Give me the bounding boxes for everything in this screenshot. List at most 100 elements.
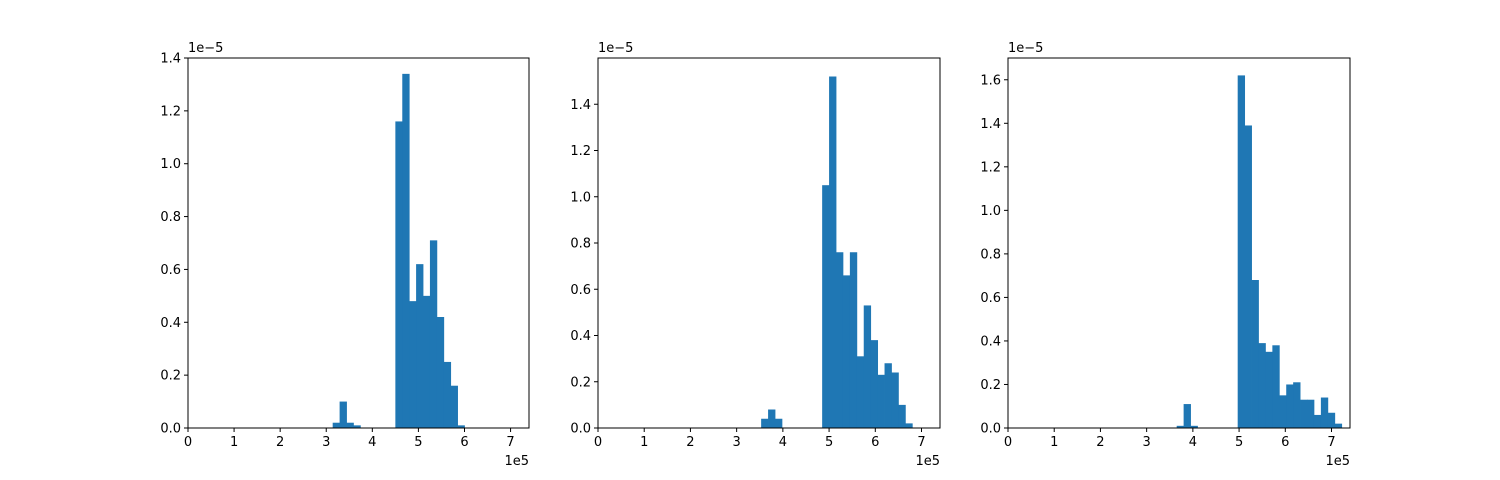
histogram-bar	[1334, 423, 1343, 428]
histogram-bar	[905, 423, 913, 429]
x-tick-label: 3	[1143, 435, 1151, 450]
histogram-bar	[457, 425, 465, 428]
histogram-bar	[1251, 280, 1259, 428]
y-scale-label: 1e−5	[188, 41, 223, 56]
x-tick-label: 5	[1235, 435, 1243, 450]
histogram-bar	[863, 305, 872, 428]
axes-frame	[187, 57, 530, 429]
histogram-bar	[1293, 382, 1301, 428]
x-tick-label: 2	[686, 435, 694, 450]
y-tick-label: 0.6	[980, 291, 1001, 306]
y-tick-label: 1.2	[980, 160, 1001, 175]
histogram-bar	[836, 252, 844, 428]
histogram-bar	[842, 275, 851, 429]
y-tick-label: 1.2	[160, 104, 181, 119]
histogram-bar	[1176, 425, 1185, 428]
histogram-bar	[1183, 404, 1191, 428]
y-tick-label: 0.6	[160, 263, 181, 278]
histogram-bar	[829, 76, 837, 428]
y-tick-label: 0.0	[570, 422, 591, 437]
axes-frame	[1007, 57, 1351, 429]
histogram-bar	[891, 372, 899, 428]
x-tick-label: 5	[825, 435, 833, 450]
histogram-bar	[1190, 425, 1198, 428]
histogram-bar	[1258, 343, 1266, 428]
histogram-bar	[436, 317, 445, 428]
x-tick-label: 6	[1281, 435, 1289, 450]
x-tick-label: 2	[276, 435, 284, 450]
y-tick-label: 1.0	[980, 204, 1001, 219]
y-tick-label: 0.2	[160, 369, 181, 384]
x-tick-label: 3	[322, 435, 330, 450]
histogram-bar	[395, 121, 403, 429]
x-tick-label: 0	[184, 435, 192, 450]
histogram-bar	[898, 404, 906, 429]
histogram-bar	[423, 295, 431, 428]
histogram-bar	[870, 340, 879, 429]
x-tick-label: 0	[594, 435, 602, 450]
x-tick-label: 4	[779, 435, 787, 450]
histogram-bar	[402, 73, 410, 429]
y-tick-label: 0.2	[570, 375, 591, 390]
histogram-bar	[1300, 399, 1308, 428]
x-scale-label: 1e5	[915, 454, 940, 469]
histogram-bar	[877, 374, 885, 428]
histogram-bar	[409, 301, 417, 428]
histogram-bar	[1279, 395, 1287, 428]
histogram-bar	[416, 264, 424, 428]
y-tick-label: 1.4	[980, 117, 1001, 132]
histogram-bar	[775, 418, 783, 428]
y-scale-label: 1e−5	[598, 41, 633, 56]
y-tick-label: 1.0	[570, 190, 591, 205]
y-tick-label: 0.6	[570, 283, 591, 298]
x-tick-label: 7	[1327, 435, 1335, 450]
histogram-bar	[339, 401, 347, 428]
histogram-bar	[450, 385, 458, 428]
x-scale-label: 1e5	[504, 454, 529, 469]
x-tick-label: 7	[506, 435, 514, 450]
histogram-bar	[1313, 414, 1322, 428]
x-tick-label: 7	[917, 435, 925, 450]
x-tick-label: 1	[1050, 435, 1058, 450]
histogram-bar	[1327, 412, 1336, 428]
y-tick-label: 0.0	[160, 422, 181, 437]
x-tick-label: 6	[871, 435, 879, 450]
histogram-bar	[429, 240, 438, 428]
y-tick-label: 1.4	[160, 52, 181, 67]
histogram-bar	[849, 252, 858, 428]
y-tick-label: 0.2	[980, 378, 1001, 393]
histogram-bar	[768, 409, 776, 428]
y-tick-label: 0.8	[160, 210, 181, 225]
histogram-bar	[1244, 125, 1252, 428]
y-tick-label: 0.8	[570, 237, 591, 252]
histogram-bar	[1320, 397, 1329, 428]
histogram-bar	[332, 422, 340, 428]
y-tick-label: 0.4	[160, 316, 181, 331]
y-tick-label: 1.2	[570, 144, 591, 159]
x-scale-label: 1e5	[1325, 454, 1350, 469]
y-tick-label: 0.4	[980, 334, 1001, 349]
y-scale-label: 1e−5	[1008, 41, 1043, 56]
x-tick-label: 1	[640, 435, 648, 450]
x-tick-label: 4	[1189, 435, 1197, 450]
histogram-panel-3: 0 1 2 3 4 5 6 7 0.0 0.2 0.4 0.6 0.8 1.0 1.2 1.4 1.6 1e−5 1…	[980, 41, 1351, 469]
x-tick-label: 2	[1096, 435, 1104, 450]
histogram-bar	[822, 185, 830, 428]
histogram-panel-2: 0 1 2 3 4 5 6 7 0.0 0.2 0.4 0.6 0.8 1.0 1.2 1.4 1e−5 1e5	[570, 41, 941, 469]
y-tick-label: 0.4	[570, 329, 591, 344]
histogram-bar	[1286, 384, 1294, 428]
histogram-bar	[443, 361, 452, 428]
x-tick-label: 3	[733, 435, 741, 450]
y-tick-label: 0.0	[980, 422, 1001, 437]
histogram-bar	[346, 422, 354, 428]
histogram-bar	[856, 356, 865, 428]
histogram-bar	[1265, 351, 1273, 428]
x-tick-label: 6	[460, 435, 468, 450]
histogram-bar	[1272, 345, 1280, 428]
x-tick-label: 5	[414, 435, 422, 450]
histogram-bar	[353, 425, 361, 428]
histogram-bar	[1307, 399, 1315, 428]
histogram-bar	[1237, 75, 1246, 428]
histogram-bar	[884, 363, 892, 428]
